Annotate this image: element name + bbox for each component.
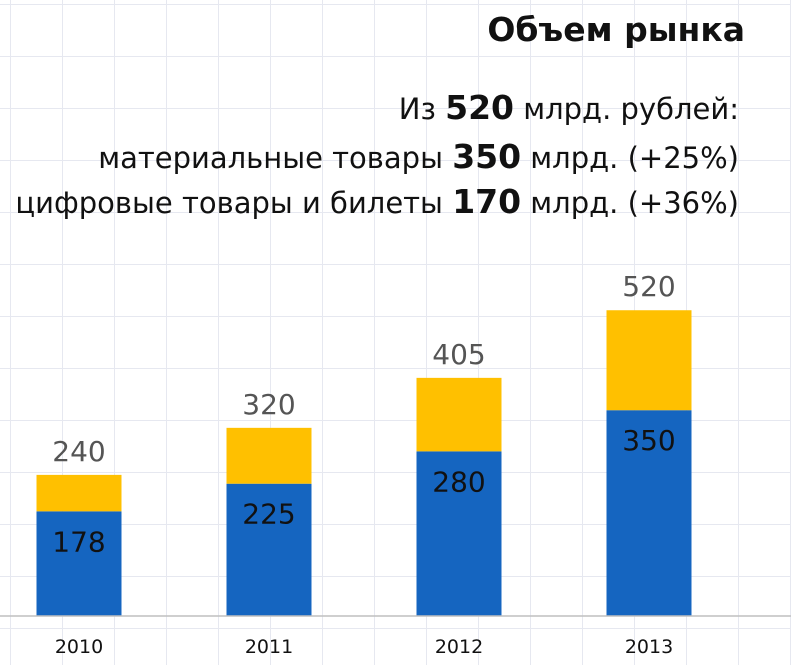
- total-value-label-2013: 520: [622, 270, 675, 303]
- summary-line-physical-goods-value: 350: [452, 137, 522, 176]
- summary-line-physical-goods-suffix: млрд. (+25%): [521, 141, 739, 175]
- summary-line-total-value: 520: [445, 88, 515, 127]
- total-value-label-2011: 320: [242, 388, 295, 421]
- bar-segment-bottom-2013: [606, 410, 692, 616]
- x-tick-label-2010: 2010: [55, 636, 103, 658]
- x-tick-label-2011: 2011: [245, 636, 293, 658]
- labels-group: 178 240 2010 225 320 2011 280 405 2012 350 520 2013: [52, 270, 675, 658]
- bar-segment-top-2012: [416, 377, 502, 452]
- summary-line-physical-goods-prefix: материальные товары: [98, 141, 453, 175]
- summary-line-digital-goods-prefix: цифровые товары и билеты: [15, 186, 453, 220]
- segment-value-label-2012: 280: [432, 465, 485, 498]
- bar-segment-top-2011: [226, 427, 312, 484]
- bars-group: [36, 310, 692, 616]
- bar-segment-bottom-2010: [36, 511, 122, 616]
- segment-value-label-2010: 178: [52, 525, 105, 558]
- chart-title: Объем рынка: [487, 10, 745, 49]
- segment-value-label-2011: 225: [242, 498, 295, 531]
- segment-value-label-2013: 350: [622, 424, 675, 457]
- summary-line-total-prefix: Из: [398, 92, 446, 126]
- summary-line-total: Из 520 млрд. рублей:: [399, 88, 739, 127]
- bar-segment-top-2010: [36, 474, 122, 512]
- summary-line-digital-goods-suffix: млрд. (+36%): [521, 186, 739, 220]
- total-value-label-2012: 405: [432, 338, 485, 371]
- summary-line-digital-goods-value: 170: [452, 182, 522, 221]
- bar-segment-bottom-2012: [416, 451, 502, 616]
- summary-line-physical-goods: материальные товары 350 млрд. (+25%): [98, 137, 739, 176]
- x-tick-label-2012: 2012: [435, 636, 483, 658]
- summary-line-total-suffix: млрд. рублей:: [514, 92, 739, 126]
- bar-segment-bottom-2011: [226, 483, 312, 616]
- total-value-label-2010: 240: [52, 435, 105, 468]
- summary-line-digital-goods: цифровые товары и билеты 170 млрд. (+36%…: [15, 182, 739, 221]
- x-tick-label-2013: 2013: [625, 636, 673, 658]
- bar-segment-top-2013: [606, 310, 692, 411]
